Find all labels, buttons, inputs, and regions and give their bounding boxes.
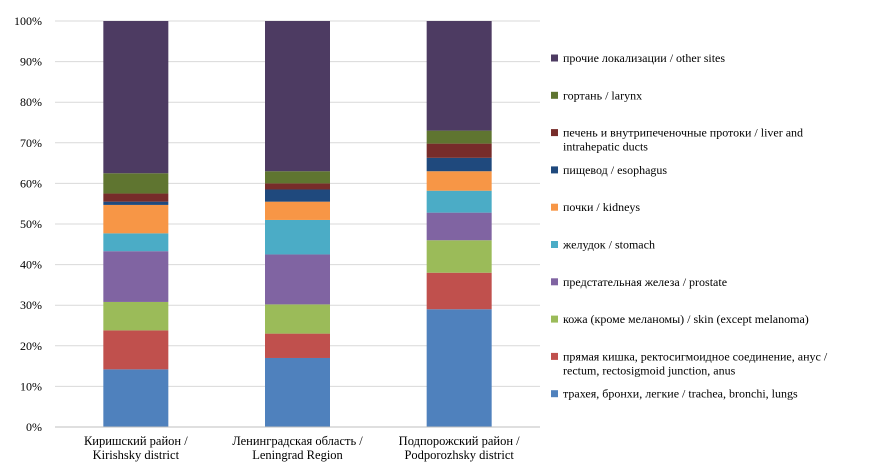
legend-swatch: [551, 278, 558, 286]
bar-segment: [426, 157, 492, 172]
legend-label: печень и внутрипеченочные протоки / live…: [563, 126, 803, 140]
legend-label: гортань / larynx: [563, 88, 642, 102]
bar-segment: [426, 130, 492, 144]
y-tick-label: 0%: [26, 420, 42, 434]
bar-segment: [265, 171, 330, 184]
y-tick-label: 80%: [20, 95, 42, 109]
y-tick-label: 70%: [20, 136, 42, 150]
bar-segment: [426, 212, 492, 241]
x-category-label: Podporozhsky district: [404, 448, 514, 462]
bar-segment: [426, 143, 492, 158]
legend: прочие локализации / other sites гортань …: [551, 51, 828, 401]
y-tick-label: 30%: [20, 298, 42, 312]
bar-segment: [103, 204, 169, 234]
bar-segment: [103, 21, 169, 174]
bar-segment: [426, 190, 492, 213]
legend-swatch: [551, 54, 558, 62]
legend-label: предстательная железа / prostate: [563, 275, 727, 289]
y-axis-tick-labels: 0% 10% 20% 30% 40% 50% 60% 70% 80% 90% 100%: [14, 14, 42, 434]
bar-segment: [103, 251, 169, 302]
legend-swatch: [551, 91, 558, 99]
legend-swatch: [551, 315, 558, 323]
bar-segment: [103, 233, 169, 252]
bar-segment: [265, 201, 330, 220]
bar-segment: [265, 219, 330, 255]
bar-segment: [265, 21, 330, 172]
legend-swatch: [551, 166, 558, 174]
bar-segment: [426, 309, 492, 427]
legend-label: rectum, rectosigmoid junction, anus: [563, 363, 736, 377]
y-tick-label: 40%: [20, 258, 42, 272]
y-tick-label: 20%: [20, 339, 42, 353]
bar-segment: [103, 369, 169, 427]
bar-segment: [265, 189, 330, 202]
bar-segment: [265, 357, 330, 427]
x-category-label: Kirishsky district: [93, 448, 180, 462]
legend-label: intrahepatic ducts: [563, 140, 648, 154]
legend-swatch: [551, 129, 558, 137]
y-tick-label: 100%: [14, 14, 42, 28]
legend-swatch: [551, 203, 558, 211]
legend-label: прочие локализации / other sites: [563, 51, 725, 65]
legend-label: желудок / stomach: [562, 238, 655, 252]
bar-segment: [103, 201, 169, 205]
bar-segment: [103, 301, 169, 331]
bar-segment: [265, 304, 330, 334]
bars: [103, 21, 492, 427]
bar-segment: [103, 193, 169, 202]
bar-segment: [265, 333, 330, 358]
x-category-label: Киришский район /: [84, 434, 188, 448]
bar-segment: [265, 254, 330, 305]
legend-label: трахея, бронхи, легкие / trachea, bronch…: [563, 387, 798, 401]
bar-segment: [426, 171, 492, 191]
x-category-label: Ленинградская область /: [232, 434, 363, 448]
legend-swatch: [551, 390, 558, 398]
x-axis-category-labels: Киришский район /Kirishsky district Ленин…: [84, 434, 520, 462]
legend-swatch: [551, 241, 558, 248]
bar-segment: [265, 183, 330, 190]
y-tick-label: 60%: [20, 176, 42, 190]
legend-label: пищевод / esophagus: [563, 163, 667, 177]
bar-segment: [426, 21, 492, 131]
x-category-label: Подпорожский район /: [399, 434, 520, 448]
legend-swatch: [551, 352, 558, 360]
bar-segment: [103, 173, 169, 194]
y-tick-label: 10%: [20, 379, 42, 393]
bar-segment: [103, 330, 169, 370]
bar-segment: [426, 272, 492, 310]
legend-label: кожа (кроме меланомы) / skin (except mel…: [563, 312, 809, 326]
bar-segment: [426, 240, 492, 273]
legend-label: почки / kidneys: [563, 200, 640, 214]
legend-label: прямая кишка, ректосигмоидное соединение…: [563, 349, 828, 363]
y-tick-label: 50%: [20, 217, 42, 231]
y-tick-label: 90%: [20, 55, 42, 69]
x-category-label: Leningrad Region: [252, 448, 343, 462]
